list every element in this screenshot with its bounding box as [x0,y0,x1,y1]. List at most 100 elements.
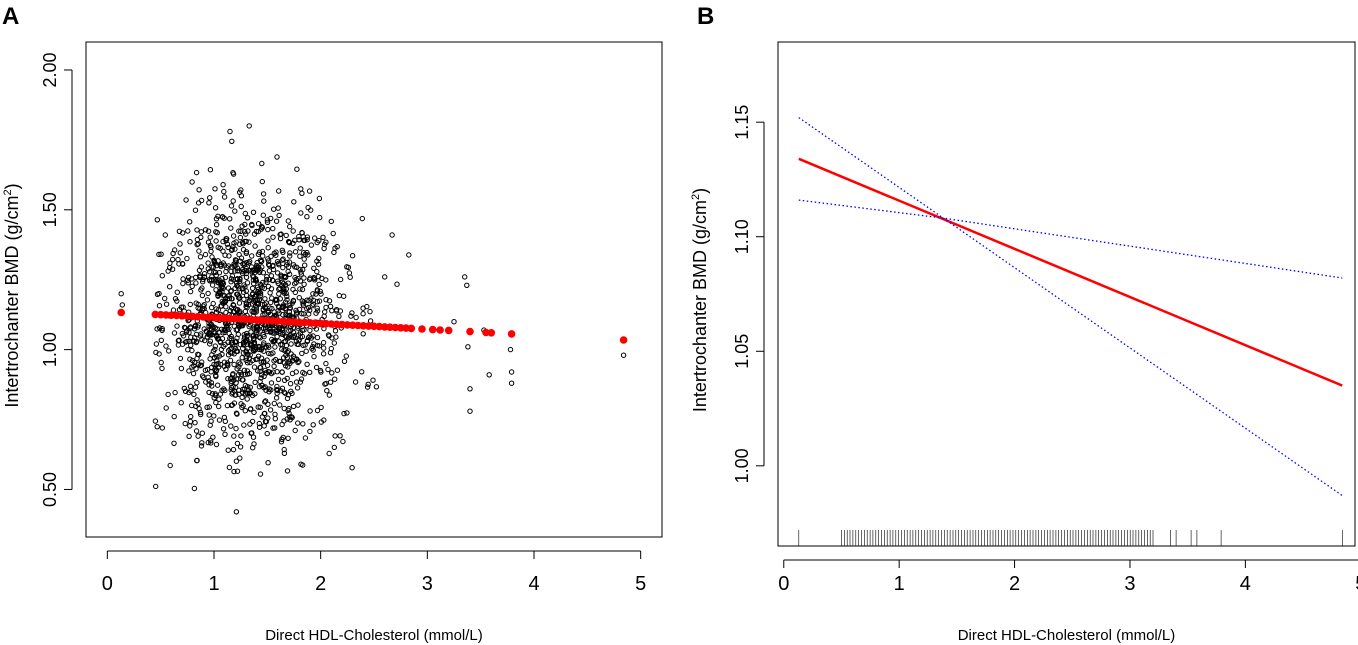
x-axis-title: Direct HDL-Cholesterol (mmol/L) [265,627,483,644]
scatter-point [310,343,316,350]
scatter-point [301,256,307,262]
scatter-point [242,210,249,217]
scatter-point [311,353,317,360]
scatter-point [238,203,244,210]
scatter-point [249,357,256,364]
x-tick-label: 4 [528,573,539,595]
scatter-point [154,424,160,430]
scatter-point [231,377,237,383]
scatter-point [270,339,276,345]
scatter-point [332,376,338,382]
scatter-point [241,422,247,428]
scatter-point [185,274,192,281]
panel-a: A 0 1 2 3 4 5 0.50 1.00 1.50 2.00 Direct HDL-Choles… [2,3,663,644]
scatter-point [215,382,221,388]
scatter-point [287,223,293,230]
scatter-point [180,333,187,339]
scatter-point [250,434,257,440]
scatter-point [256,334,262,340]
scatter-point [240,345,246,352]
scatter-point [317,214,323,221]
scatter-point [211,258,218,264]
fitted-points [117,308,628,344]
scatter-point [203,328,210,334]
y-axis-title-close: ) [2,183,22,189]
scatter-point [275,376,282,383]
x-tick-label: 3 [422,573,433,595]
scatter-point [264,328,270,335]
scatter-point [284,468,291,474]
scatter-point [180,280,186,287]
scatter-point [273,252,279,258]
scatter-point [181,324,188,331]
scatter-point [313,364,320,371]
scatter-point [289,300,295,306]
scatter-point [158,251,164,257]
scatter-point [222,329,228,336]
scatter-point [282,390,288,396]
scatter-point [265,238,271,244]
scatter-point [507,346,514,353]
scatter-point [359,369,365,375]
scatter-point [228,225,234,231]
scatter-point [192,420,198,426]
scatter-point [274,259,281,265]
scatter-point [202,337,208,344]
scatter-point [234,440,241,447]
scatter-point [298,461,304,467]
scatter-point [304,237,310,243]
scatter-point [234,291,240,297]
scatter-point [207,234,213,240]
scatter-point [252,267,258,273]
scatter-point [236,251,242,258]
scatter-point [271,363,277,369]
scatter-point [227,357,234,364]
scatter-point [177,241,183,247]
scatter-point [167,260,173,266]
scatter-point [286,239,292,245]
scatter-point [185,228,191,234]
fitted-point [295,318,304,327]
scatter-point [264,357,270,363]
scatter-point [259,414,265,420]
scatter-point [304,234,311,240]
scatter-point [212,186,218,192]
scatter-point [221,326,227,333]
scatter-point [278,231,284,237]
scatter-point [300,421,306,427]
scatter-point [273,395,280,401]
scatter-point [238,187,244,193]
scatter-point [260,253,266,259]
scatter-points [118,123,627,515]
scatter-point [259,248,266,255]
fitted-point [487,329,496,337]
scatter-point [314,407,321,414]
scatter-point [262,367,268,374]
scatter-point [237,275,243,282]
scatter-point [296,237,302,243]
scatter-point [269,277,276,283]
scatter-point [336,313,342,319]
scatter-point [302,251,308,257]
scatter-point [199,292,206,299]
scatter-point [166,348,172,354]
scatter-point [233,410,240,416]
scatter-point [251,332,257,339]
scatter-point [316,237,322,244]
scatter-point [295,420,301,426]
scatter-point [156,303,163,309]
scatter-point [344,410,350,416]
scatter-point [268,253,274,260]
scatter-point [301,311,307,317]
scatter-point [262,296,268,302]
scatter-point [219,284,225,290]
scatter-point [209,282,216,288]
scatter-point [198,234,204,241]
scatter-point [283,232,289,239]
scatter-point [236,228,242,234]
scatter-point [256,420,262,427]
scatter-point [214,358,220,364]
scatter-point [218,326,225,332]
scatter-point [301,275,307,281]
scatter-point [347,274,353,280]
